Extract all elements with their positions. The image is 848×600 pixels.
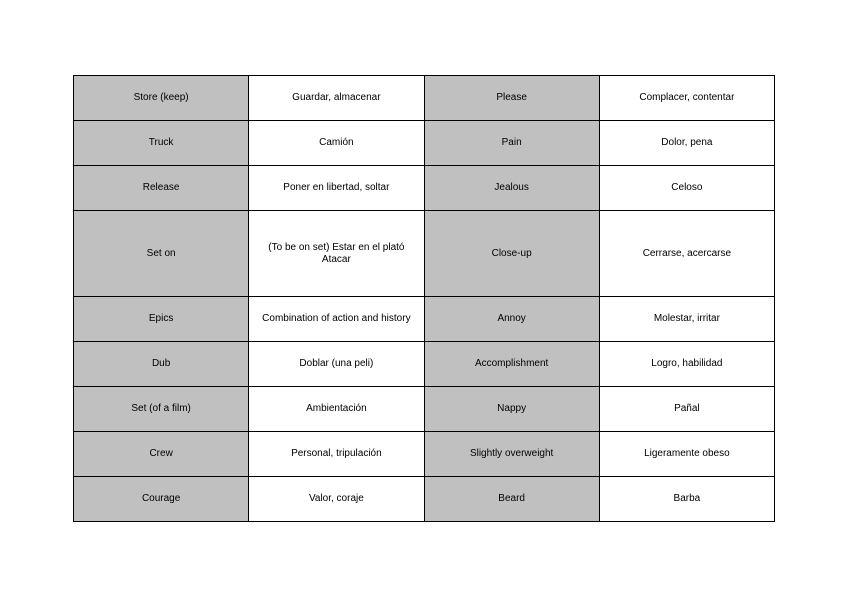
term-cell: Please bbox=[423, 75, 600, 121]
definition-cell: Logro, habilidad bbox=[598, 341, 776, 388]
table-row: Courage Valor, coraje Beard Barba bbox=[72, 475, 776, 523]
table-row: Set on (To be on set) Estar en el plató At… bbox=[72, 209, 776, 298]
table-body: Store (keep) Guardar, almacenar Please Comp… bbox=[72, 75, 776, 523]
vocabulary-table: Store (keep) Guardar, almacenar Please Comp… bbox=[72, 75, 776, 523]
definition-cell: Ambientación bbox=[248, 386, 425, 433]
term-cell: Close-up bbox=[423, 209, 600, 298]
term-cell: Truck bbox=[72, 119, 250, 166]
definition-cell: Combination of action and history bbox=[248, 296, 425, 343]
definition-cell: Molestar, irritar bbox=[598, 296, 776, 343]
table-row: Epics Combination of action and history An… bbox=[72, 296, 776, 343]
term-cell: Annoy bbox=[423, 296, 600, 343]
definition-cell: Camión bbox=[248, 119, 425, 166]
definition-cell: Celoso bbox=[598, 164, 776, 211]
term-cell: Accomplishment bbox=[423, 341, 600, 388]
definition-cell: Cerrarse, acercarse bbox=[598, 209, 776, 298]
definition-cell: Dolor, pena bbox=[598, 119, 776, 166]
term-cell: Nappy bbox=[423, 386, 600, 433]
table-row: Crew Personal, tripulación Slightly overwe… bbox=[72, 431, 776, 477]
term-cell: Store (keep) bbox=[72, 75, 250, 121]
definition-cell: Personal, tripulación bbox=[248, 431, 425, 477]
term-cell: Release bbox=[72, 164, 250, 211]
definition-cell: Ligeramente obeso bbox=[598, 431, 776, 477]
table-row: Set (of a film) Ambientación Nappy Pañal bbox=[72, 386, 776, 433]
table-row: Store (keep) Guardar, almacenar Please Comp… bbox=[72, 75, 776, 121]
definition-cell: Poner en libertad, soltar bbox=[248, 164, 425, 211]
term-cell: Dub bbox=[72, 341, 250, 388]
term-cell: Set on bbox=[72, 209, 250, 298]
term-cell: Set (of a film) bbox=[72, 386, 250, 433]
definition-cell: Complacer, contentar bbox=[598, 75, 776, 121]
term-cell: Jealous bbox=[423, 164, 600, 211]
table-row: Release Poner en libertad, soltar Jealous C… bbox=[72, 164, 776, 211]
table-row: Dub Doblar (una peli) Accomplishment Logro,… bbox=[72, 341, 776, 388]
definition-cell: (To be on set) Estar en el plató Atacar bbox=[248, 209, 425, 298]
term-cell: Slightly overweight bbox=[423, 431, 600, 477]
definition-cell: Doblar (una peli) bbox=[248, 341, 425, 388]
definition-cell: Valor, coraje bbox=[248, 475, 425, 523]
term-cell: Courage bbox=[72, 475, 250, 523]
term-cell: Crew bbox=[72, 431, 250, 477]
term-cell: Pain bbox=[423, 119, 600, 166]
table-row: Truck Camión Pain Dolor, pena bbox=[72, 119, 776, 166]
definition-cell: Guardar, almacenar bbox=[248, 75, 425, 121]
definition-cell: Barba bbox=[598, 475, 776, 523]
term-cell: Epics bbox=[72, 296, 250, 343]
term-cell: Beard bbox=[423, 475, 600, 523]
definition-cell: Pañal bbox=[598, 386, 776, 433]
